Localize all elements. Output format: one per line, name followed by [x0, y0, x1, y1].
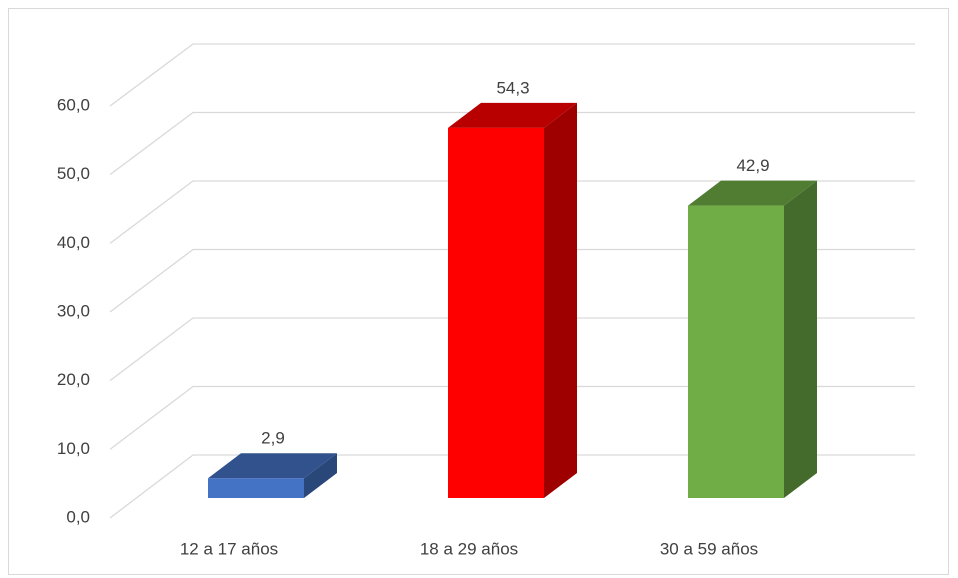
grid-line	[109, 248, 915, 313]
y-tick-label: 20,0	[57, 370, 90, 389]
bar	[448, 127, 544, 498]
bar-top	[688, 180, 817, 206]
y-tick-label: 30,0	[57, 301, 90, 320]
y-tick-label: 40,0	[57, 233, 90, 252]
bar-top	[448, 102, 577, 128]
bar-side	[784, 180, 817, 498]
grid-line	[109, 111, 915, 176]
x-tick-label: 12 a 17 años	[180, 539, 278, 558]
grid-line	[109, 454, 915, 519]
data-label: 54,3	[496, 78, 529, 97]
y-tick-label: 0,0	[66, 507, 90, 526]
data-label: 2,9	[261, 429, 285, 448]
data-label: 42,9	[736, 156, 769, 175]
grid-line	[109, 180, 915, 244]
bar	[208, 478, 304, 498]
grid-line	[109, 317, 915, 382]
grid-line	[109, 385, 915, 450]
x-tick-label: 18 a 29 años	[420, 539, 518, 558]
y-tick-label: 60,0	[57, 95, 90, 114]
y-tick-label: 50,0	[57, 164, 90, 183]
bar	[688, 205, 784, 498]
bar-side	[544, 102, 577, 498]
bar-top	[208, 453, 337, 479]
y-tick-label: 10,0	[57, 439, 90, 458]
x-tick-label: 30 a 59 años	[660, 539, 758, 558]
grid-line	[109, 43, 915, 107]
bar-side	[304, 453, 337, 498]
